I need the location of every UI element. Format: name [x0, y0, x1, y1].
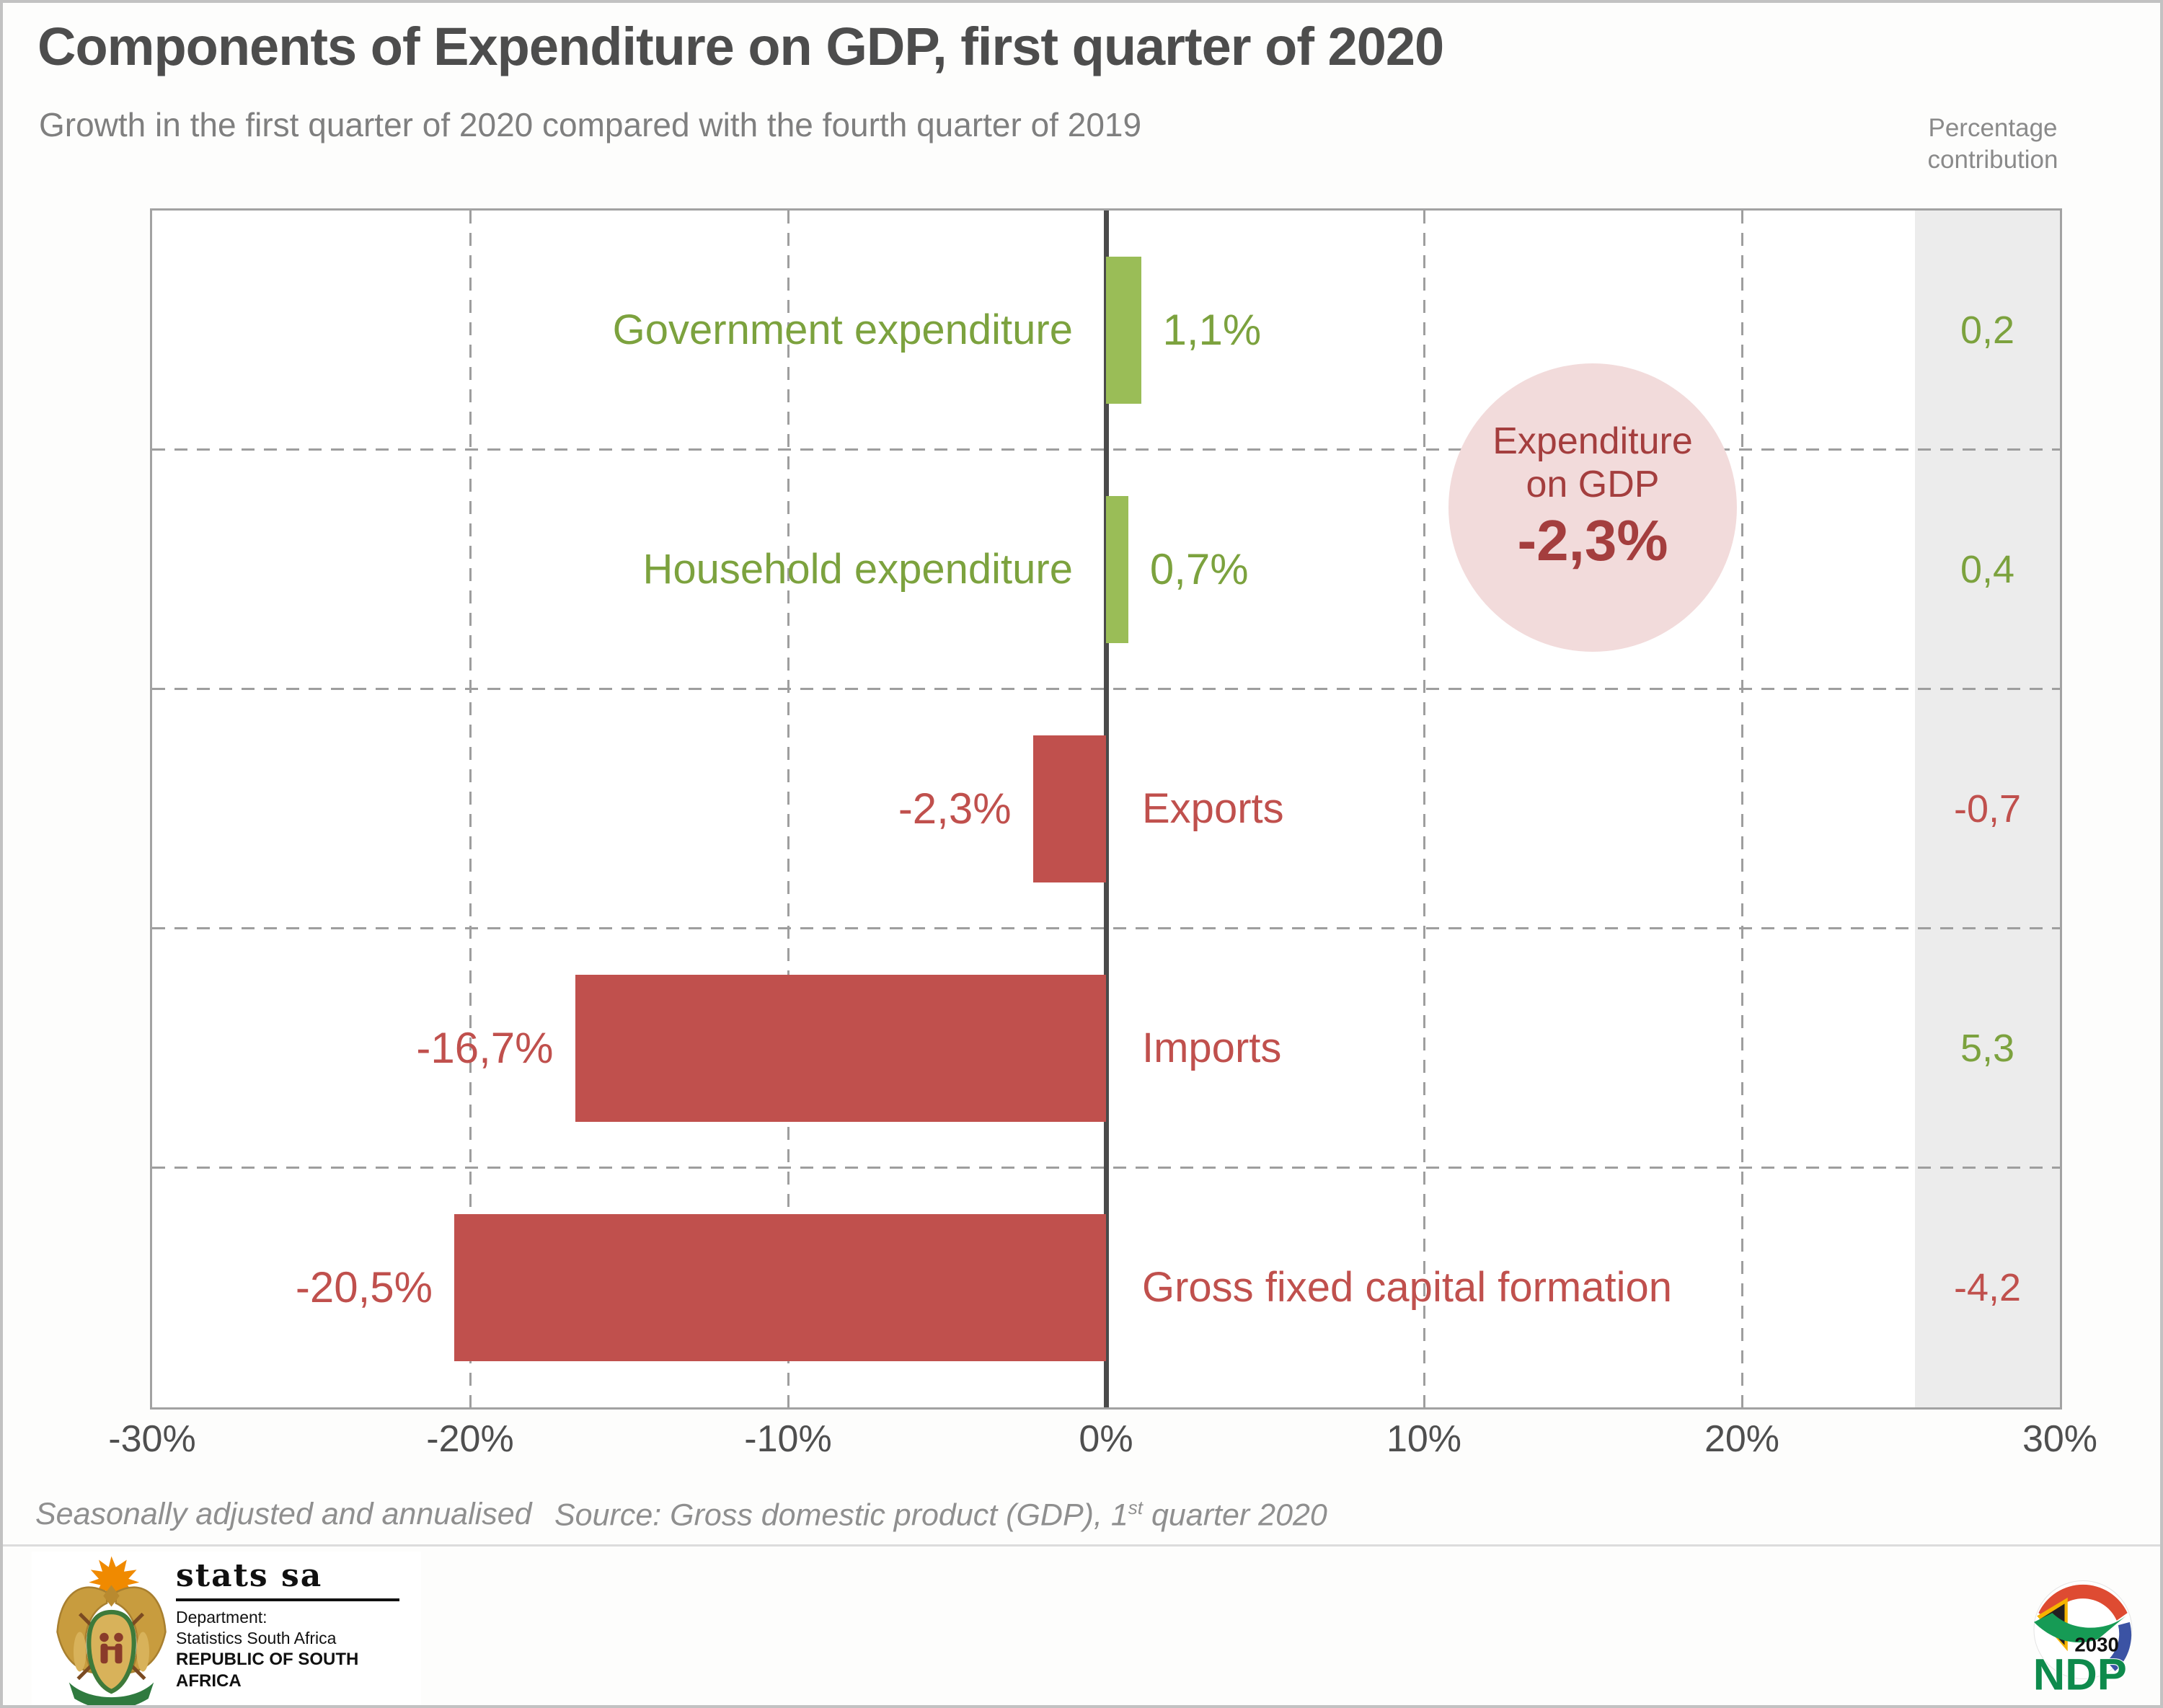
gridline-vertical [1741, 211, 1743, 1407]
shield [87, 1609, 136, 1694]
source-text-suffix: quarter 2020 [1143, 1497, 1327, 1533]
contribution-column-header: Percentage contribution [1892, 112, 2094, 176]
contribution-value: 0,4 [1960, 548, 2015, 591]
category-label: Imports [1142, 1025, 1282, 1071]
stats-sa-wordmark: stats sa [176, 1557, 323, 1594]
stats-sa-rule [176, 1598, 399, 1601]
footer-divider [3, 1544, 2160, 1547]
value-label: -20,5% [295, 1263, 433, 1311]
page-title: Components of Expenditure on GDP, first … [37, 17, 1444, 76]
contribution-value: -4,2 [1953, 1266, 2022, 1309]
category-label: Exports [1142, 785, 1284, 832]
value-label: 1,1% [1162, 306, 1262, 354]
stats-sa-department-label: Department: [176, 1608, 267, 1627]
ndp-acronym-text: NDP [2033, 1650, 2127, 1697]
x-axis-tick: -10% [744, 1418, 832, 1460]
contribution-column-background [1915, 211, 2060, 1407]
x-axis-tick: 10% [1386, 1418, 1462, 1460]
south-africa-coat-of-arms-icon [56, 1556, 167, 1705]
x-axis-tick: 20% [1704, 1418, 1780, 1460]
bar-government-expenditure [1106, 257, 1141, 404]
value-label: -16,7% [416, 1024, 554, 1072]
stats-sa-department-name: Statistics South Africa [176, 1629, 337, 1647]
value-label: -2,3% [898, 784, 1012, 833]
bar-imports [575, 975, 1106, 1122]
banner [68, 1682, 154, 1705]
source-superscript: st [1128, 1497, 1144, 1518]
x-axis-tick: -20% [426, 1418, 514, 1460]
right-wing [115, 1586, 167, 1674]
annotation-line1: Expenditure [1492, 420, 1693, 462]
gridline-vertical [469, 211, 472, 1407]
ndp-red-band [2038, 1584, 2128, 1621]
ndp-blue-band [2106, 1621, 2132, 1671]
wheat-left [74, 1632, 87, 1672]
gdp-total-annotation: Expenditure on GDP -2,3% [1448, 363, 1737, 652]
category-label: Household expenditure [642, 546, 1073, 593]
stats-sa-country: REPUBLIC OF SOUTH AFRICA [176, 1650, 359, 1691]
stats-sa-text: stats sa Department: Statistics South Af… [176, 1557, 421, 1692]
bar-household-expenditure [1106, 496, 1128, 643]
page-subtitle: Growth in the first quarter of 2020 comp… [39, 106, 1142, 143]
zero-axis-line [1104, 211, 1109, 1407]
left-wing [56, 1586, 108, 1674]
ndp-green-swoosh [2034, 1613, 2126, 1643]
annotation-value: -2,3% [1517, 508, 1668, 572]
bar-exports [1032, 735, 1106, 882]
gridline-vertical [787, 211, 789, 1407]
shield-figures [99, 1632, 123, 1664]
stats-sa-logo-block: stats sa Department: Statistics South Af… [32, 1552, 421, 1705]
contribution-value: -0,7 [1953, 787, 2022, 831]
footnote: Seasonally adjusted and annualised [35, 1497, 532, 1531]
annotation-line2: on GDP [1526, 464, 1660, 505]
ndp-year-text: 2030 [2074, 1633, 2118, 1655]
contribution-value: 5,3 [1960, 1027, 2015, 1070]
x-axis-tick: 30% [2022, 1418, 2098, 1460]
contribution-header-line1: Percentage [1928, 114, 2058, 142]
category-label: Gross fixed capital formation [1142, 1264, 1672, 1311]
bar-gross-fixed-capital-formation [454, 1214, 1106, 1361]
contribution-value: 0,2 [1960, 309, 2015, 352]
category-label: Government expenditure [612, 306, 1073, 353]
source-note: Source: Gross domestic product (GDP), 1s… [554, 1497, 1327, 1533]
value-label: 0,7% [1149, 545, 1249, 593]
wheat-right [136, 1632, 149, 1672]
contribution-header-line2: contribution [1927, 146, 2058, 174]
x-axis-tick: -30% [108, 1418, 196, 1460]
gridline-vertical [1423, 211, 1425, 1407]
x-axis-tick: 0% [1079, 1418, 1133, 1460]
chart-plot-area: Expenditure on GDP -2,3% Government expe… [150, 208, 2062, 1410]
ndp-2030-logo: 2030 NDP [2032, 1580, 2133, 1697]
source-text: Source: Gross domestic product (GDP), 1 [554, 1497, 1128, 1533]
bird-head [103, 1585, 120, 1607]
